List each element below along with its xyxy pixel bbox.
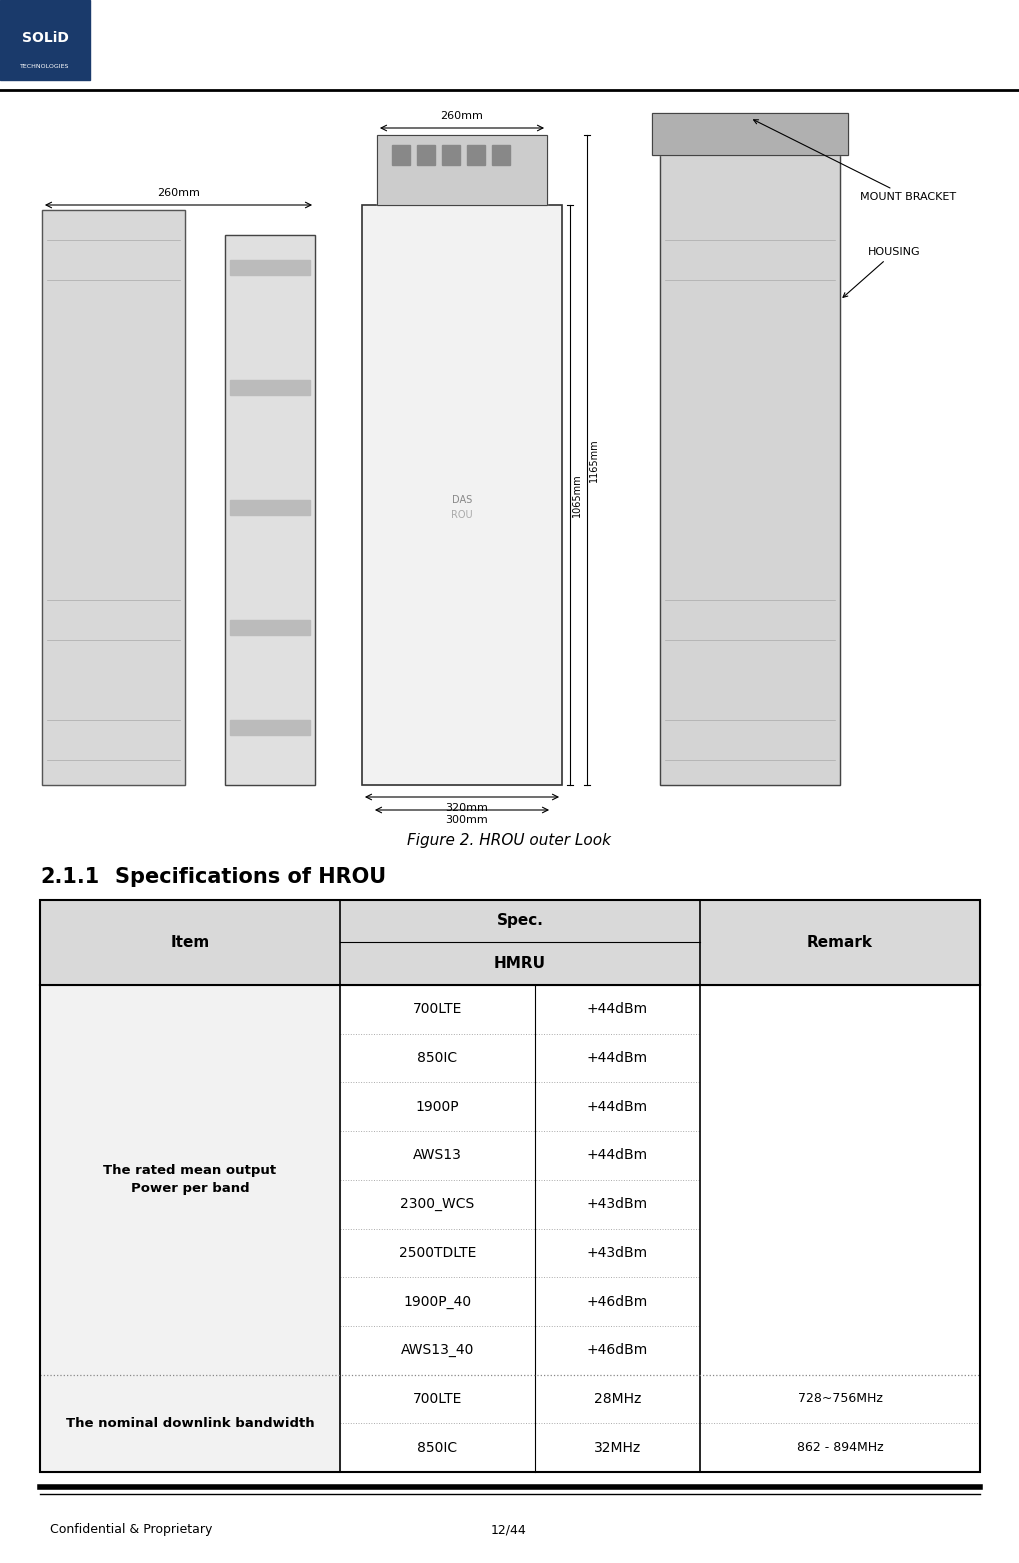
Text: 850IC: 850IC	[418, 1050, 458, 1064]
Text: HOUSING: HOUSING	[843, 247, 920, 297]
Text: 700LTE: 700LTE	[413, 1002, 463, 1016]
Bar	[230, 259, 310, 275]
Text: Item: Item	[170, 935, 210, 950]
Bar	[225, 234, 315, 785]
Text: 1065mm: 1065mm	[572, 474, 582, 517]
Bar	[442, 145, 460, 166]
Text: 2.1.1: 2.1.1	[40, 867, 99, 886]
Bar	[660, 150, 840, 785]
Bar	[40, 900, 980, 985]
Text: Figure 2. HROU outer Look: Figure 2. HROU outer Look	[407, 833, 611, 847]
Text: TECHNOLOGIES: TECHNOLOGIES	[20, 64, 69, 69]
Text: 1900P_40: 1900P_40	[404, 1294, 472, 1308]
Text: 1900P: 1900P	[416, 1100, 460, 1114]
Text: Confidential & Proprietary: Confidential & Proprietary	[50, 1524, 212, 1536]
Text: 2300_WCS: 2300_WCS	[400, 1197, 475, 1211]
Bar	[362, 205, 562, 785]
Text: Specifications of HROU: Specifications of HROU	[115, 867, 386, 886]
Text: MOUNT BRACKET: MOUNT BRACKET	[754, 120, 956, 202]
Bar	[40, 900, 980, 1472]
Text: +44dBm: +44dBm	[587, 1050, 648, 1064]
Bar	[230, 380, 310, 395]
Bar	[0, 0, 90, 80]
Bar	[225, 234, 315, 785]
Bar	[417, 145, 435, 166]
Bar	[467, 145, 485, 166]
Text: 260mm: 260mm	[440, 111, 483, 120]
Text: AWS13_40: AWS13_40	[400, 1343, 474, 1357]
Bar	[377, 134, 547, 205]
Text: +43dBm: +43dBm	[587, 1246, 648, 1260]
Bar	[40, 1374, 340, 1472]
Bar	[377, 134, 547, 205]
Text: 2500TDLTE: 2500TDLTE	[398, 1246, 476, 1260]
Text: SOLiD: SOLiD	[21, 31, 68, 45]
Text: 12/44: 12/44	[491, 1524, 527, 1536]
Bar	[230, 721, 310, 735]
Text: 300mm: 300mm	[445, 814, 488, 825]
Text: +44dBm: +44dBm	[587, 1002, 648, 1016]
Text: 1165mm: 1165mm	[589, 438, 599, 481]
Text: 850IC: 850IC	[418, 1441, 458, 1455]
Text: 700LTE: 700LTE	[413, 1393, 463, 1407]
Bar	[230, 500, 310, 514]
Text: 260mm: 260mm	[157, 188, 200, 199]
Text: +46dBm: +46dBm	[587, 1343, 648, 1357]
Text: HMRU: HMRU	[494, 957, 546, 971]
Bar	[660, 150, 840, 785]
Text: Spec.: Spec.	[496, 913, 543, 928]
Bar	[230, 621, 310, 635]
Text: AWS13: AWS13	[413, 1149, 462, 1163]
Text: The nominal downlink bandwidth: The nominal downlink bandwidth	[65, 1416, 314, 1430]
Text: ROU: ROU	[451, 510, 473, 520]
Text: The rated mean output
Power per band: The rated mean output Power per band	[104, 1164, 276, 1196]
Text: 28MHz: 28MHz	[594, 1393, 641, 1407]
Text: +44dBm: +44dBm	[587, 1149, 648, 1163]
Bar	[40, 985, 340, 1374]
Bar	[492, 145, 510, 166]
Text: 862 - 894MHz: 862 - 894MHz	[797, 1441, 883, 1454]
Bar	[392, 145, 410, 166]
Bar	[362, 205, 562, 785]
Bar	[42, 209, 185, 785]
Text: +46dBm: +46dBm	[587, 1294, 648, 1308]
Text: 728~756MHz: 728~756MHz	[798, 1393, 882, 1405]
Text: DAS: DAS	[451, 495, 472, 505]
Text: 320mm: 320mm	[445, 803, 488, 813]
Text: +43dBm: +43dBm	[587, 1197, 648, 1211]
Bar	[652, 113, 848, 155]
Bar	[652, 113, 848, 155]
Text: Remark: Remark	[807, 935, 873, 950]
Text: 32MHz: 32MHz	[594, 1441, 641, 1455]
Text: +44dBm: +44dBm	[587, 1100, 648, 1114]
Bar	[42, 209, 185, 785]
